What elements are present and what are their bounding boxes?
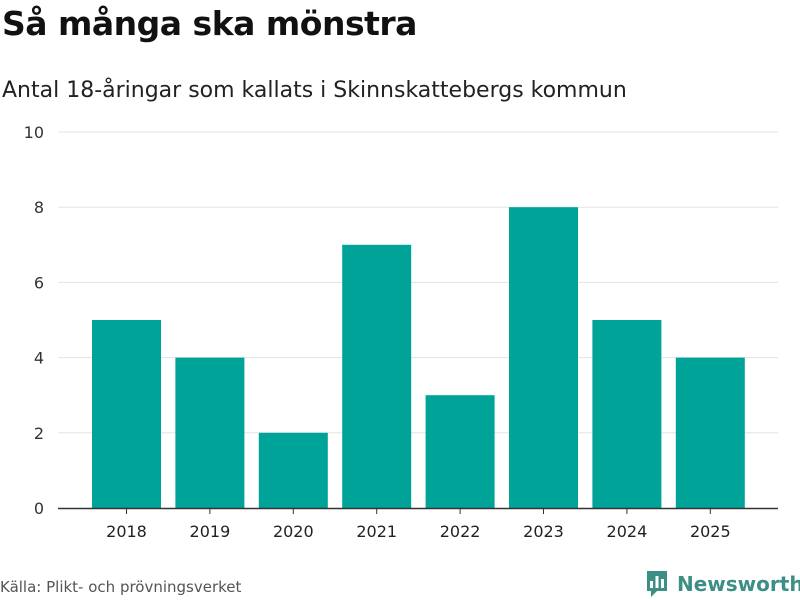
- chart-subtitle: Antal 18-åringar som kallats i Skinnskat…: [2, 78, 627, 103]
- x-tick-label: 2019: [190, 522, 231, 541]
- y-tick-label: 2: [34, 424, 44, 443]
- x-tick-label: 2022: [440, 522, 481, 541]
- bar-chart: 0 2 4 6 8 10 2018 2019 2020 2021 2022 2023 2024 2025: [24, 123, 778, 541]
- x-tick-label: 2020: [273, 522, 314, 541]
- y-tick-label: 10: [24, 123, 44, 142]
- bar: [425, 395, 495, 508]
- y-tick-label: 8: [34, 198, 44, 217]
- bar: [175, 357, 245, 508]
- x-tick-label: 2023: [523, 522, 564, 541]
- x-tick-label: 2018: [106, 522, 147, 541]
- bar: [592, 320, 662, 508]
- x-tick-label: 2025: [690, 522, 731, 541]
- newsworthy-logo-icon: [647, 571, 667, 597]
- brand-name: Newsworthy: [677, 572, 800, 596]
- x-tick-label: 2024: [607, 522, 648, 541]
- y-tick-label: 0: [34, 499, 44, 518]
- y-tick-label: 4: [34, 349, 44, 368]
- bar: [509, 207, 578, 508]
- bar: [675, 357, 745, 508]
- chart-title: Så många ska mönstra: [2, 4, 417, 43]
- source-note: Källa: Plikt- och prövningsverket: [0, 578, 242, 596]
- y-tick-label: 6: [34, 273, 44, 292]
- bar: [92, 320, 161, 508]
- x-tick-label: 2021: [356, 522, 397, 541]
- bar: [342, 244, 412, 509]
- bar: [258, 432, 328, 508]
- brand-logo: Newsworthy: [645, 569, 800, 599]
